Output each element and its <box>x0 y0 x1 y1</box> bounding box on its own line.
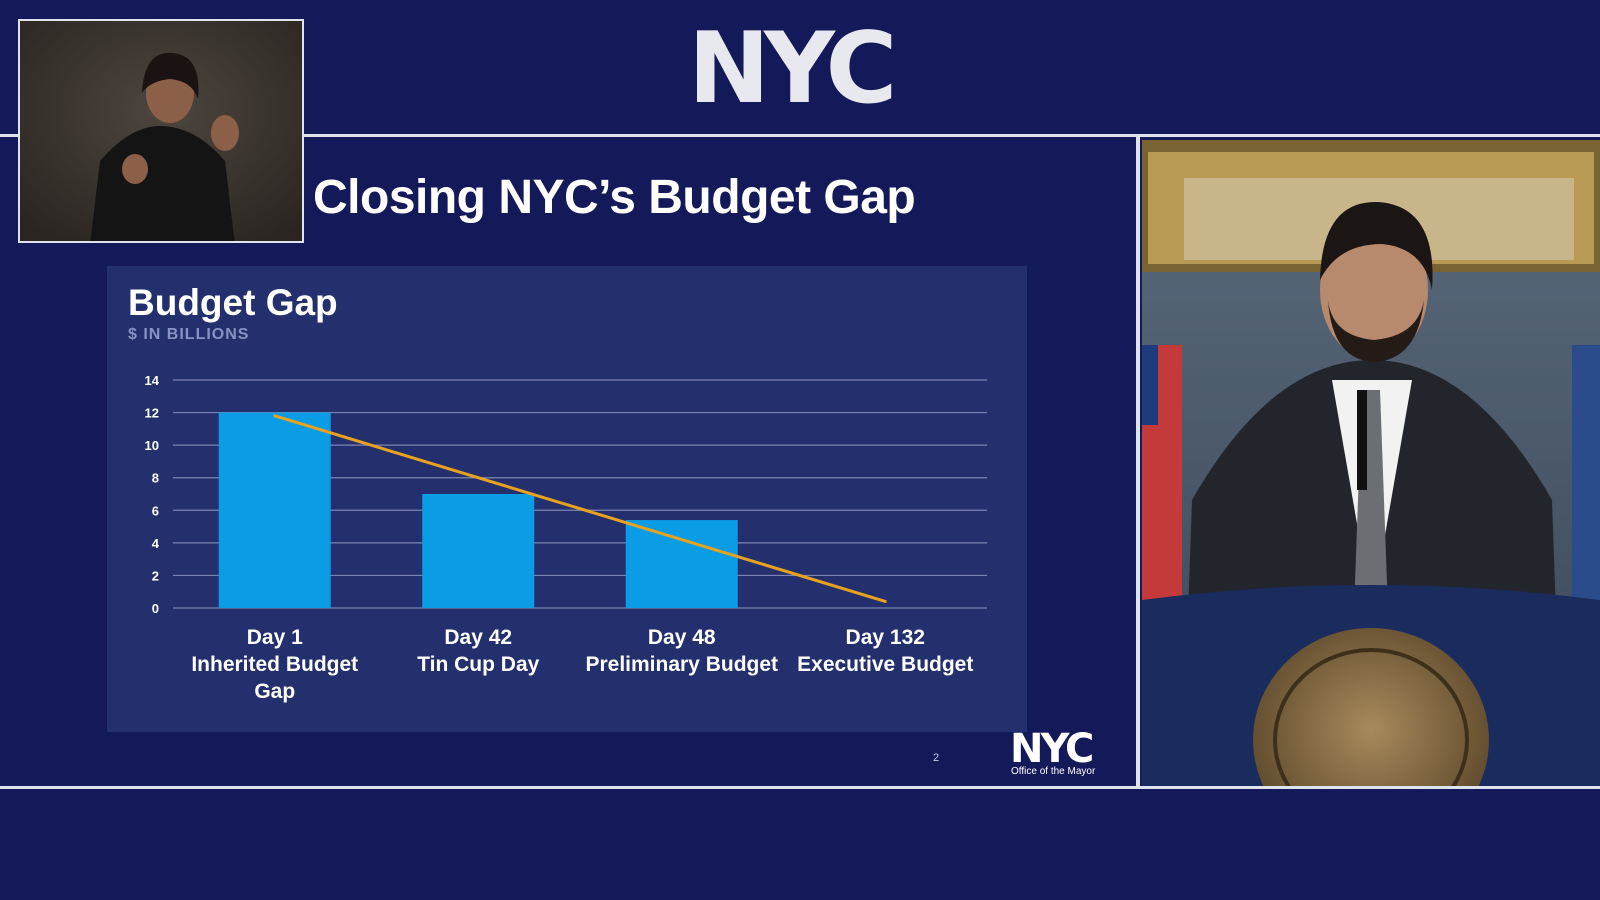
bar-3 <box>625 520 738 608</box>
divider-bottom <box>0 786 1600 789</box>
bar-1 <box>218 412 331 608</box>
y-tick-label: 8 <box>152 471 159 486</box>
y-tick-label: 14 <box>145 373 160 388</box>
x-category-line: Preliminary Budget <box>585 653 779 676</box>
y-axis-ticks: 0 2 4 6 8 10 12 14 <box>145 373 160 616</box>
nyc-office-logo-subtext: Office of the Mayor <box>1011 766 1096 777</box>
nyc-logo-top: NYC <box>688 22 897 112</box>
chart-subtitle: $ IN BILLIONS <box>128 326 250 343</box>
chart-title: Budget Gap <box>128 282 338 323</box>
x-category-line: Day 132 <box>845 626 925 649</box>
nyc-office-logo: NYC Office of the Mayor <box>1010 728 1096 777</box>
speaker-video-feed <box>1142 140 1600 786</box>
x-category-label: Day 48 Preliminary Budget <box>582 624 782 678</box>
budget-gap-chart: 0 2 4 6 8 10 12 14 <box>145 373 987 616</box>
y-tick-label: 10 <box>145 438 159 453</box>
y-tick-label: 12 <box>145 406 159 421</box>
page-number: 2 <box>933 752 940 764</box>
x-category-line: Day 1 <box>246 626 303 649</box>
divider-top <box>0 134 1600 137</box>
trendline <box>273 414 887 603</box>
chart-bars <box>218 412 738 608</box>
divider-vertical <box>1136 134 1140 789</box>
x-category-line: Day 48 <box>647 626 716 649</box>
speaker-video-image <box>1142 140 1600 786</box>
nyc-logo-text: NYC <box>688 22 891 112</box>
x-category-line: Day 42 <box>444 626 513 649</box>
y-tick-label: 4 <box>152 536 160 551</box>
x-category-line: Executive Budget <box>797 653 974 676</box>
nyc-office-logo-text: NYC <box>1010 728 1092 772</box>
x-category-label: Day 42 Tin Cup Day <box>378 624 578 678</box>
y-tick-label: 6 <box>152 503 159 518</box>
interpreter-video-feed <box>18 19 304 243</box>
bar-2 <box>422 494 535 608</box>
x-category-label: Day 132 Executive Budget <box>785 624 985 678</box>
x-category-line: Tin Cup Day <box>417 653 540 676</box>
x-category-line: Gap <box>254 680 296 703</box>
x-category-label: Day 1 Inherited Budget Gap <box>175 624 375 705</box>
y-tick-label: 0 <box>152 601 159 616</box>
x-category-line: Inherited Budget <box>191 653 359 676</box>
slide-title: Closing NYC’s Budget Gap <box>313 171 916 224</box>
chart-trendline <box>273 414 887 603</box>
interpreter-video-image <box>20 21 302 241</box>
y-tick-label: 2 <box>152 568 159 583</box>
